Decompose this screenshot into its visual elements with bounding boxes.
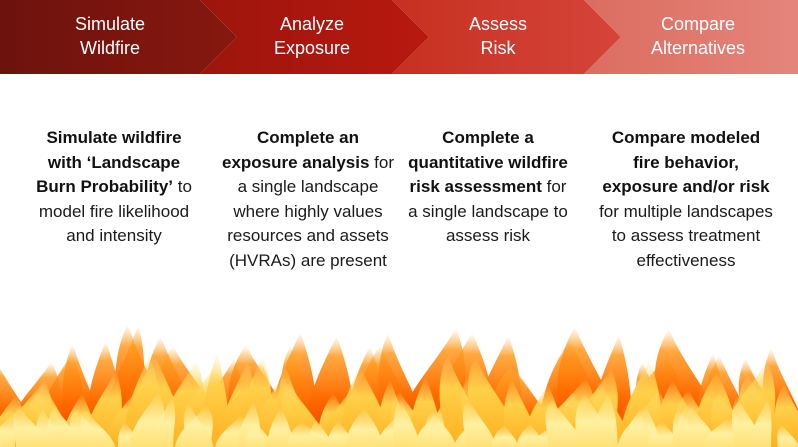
step-description-compare-alternatives: Compare modeled fire behavior, exposure … bbox=[598, 126, 774, 273]
step-description-analyze-exposure: Complete an exposure analysis for a sing… bbox=[222, 126, 394, 273]
flame-tongue bbox=[749, 398, 772, 447]
flame-tongue bbox=[80, 408, 115, 447]
flame-tongue bbox=[246, 420, 273, 447]
step-description-text: for a single landscape to assess risk bbox=[408, 177, 568, 245]
step-title-analyze-exposure: Analyze Exposure bbox=[273, 14, 351, 58]
flame-tongue bbox=[308, 419, 333, 447]
step-description-assess-risk: Complete a quantitative wildfire risk as… bbox=[404, 126, 572, 249]
process-banner bbox=[0, 0, 798, 74]
step-chevron-4 bbox=[584, 0, 798, 74]
step-title-assess-risk: Assess Risk bbox=[468, 14, 528, 58]
step-description-text: to model fire likelihood and intensity bbox=[38, 177, 192, 245]
step-description-text: for a single landscape where highly valu… bbox=[227, 152, 394, 270]
flame-tongue bbox=[393, 397, 420, 447]
step-description-emphasis: Simulate wildfire with ‘Landscape Burn P… bbox=[36, 128, 182, 196]
flame-tongue bbox=[647, 421, 681, 447]
flame-tongue bbox=[462, 398, 496, 447]
flame-tongue bbox=[588, 393, 618, 447]
step-description-emphasis: Complete an exposure analysis bbox=[222, 128, 370, 172]
flames-image bbox=[0, 323, 798, 447]
flame-tongue bbox=[424, 410, 456, 447]
flame-tongue bbox=[266, 407, 294, 447]
step-chevron-1 bbox=[0, 0, 237, 74]
flame-tongue bbox=[0, 412, 18, 447]
flame-tongue bbox=[545, 398, 583, 447]
flame-tongue bbox=[491, 424, 519, 447]
flames-front-layer bbox=[0, 391, 798, 447]
step-description-emphasis: Compare modeled fire behavior, exposure … bbox=[602, 128, 770, 196]
flame-tongue bbox=[151, 395, 176, 447]
step-title-compare-alternatives: Compare Alternatives bbox=[650, 14, 746, 58]
step-description-emphasis: Complete a quantitative wildfire risk as… bbox=[408, 128, 568, 196]
step-chevron-2 bbox=[200, 0, 429, 74]
step-title-simulate-wildfire: Simulate Wildfire bbox=[74, 14, 146, 58]
flame-tongue bbox=[345, 408, 383, 447]
step-description-text: for multiple landscapes to assess treatm… bbox=[599, 201, 773, 270]
flame-tongue bbox=[183, 403, 214, 447]
flame-tongue bbox=[702, 416, 743, 447]
step-chevron-3 bbox=[392, 0, 621, 74]
flame-tongue bbox=[777, 424, 798, 447]
step-description-simulate-wildfire: Simulate wildfire with ‘Landscape Burn P… bbox=[28, 126, 200, 249]
